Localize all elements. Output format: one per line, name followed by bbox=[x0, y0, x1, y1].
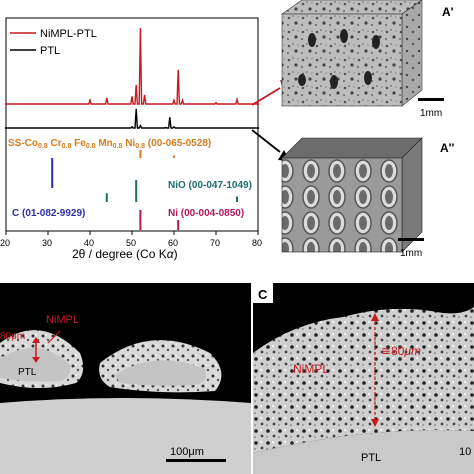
panel-b-thickness: 80μm bbox=[0, 331, 25, 342]
cube-bottom-letter: A'' bbox=[440, 141, 455, 155]
legend-label-ptl: PTL bbox=[40, 45, 60, 57]
x-tick-label: 80 bbox=[252, 238, 262, 248]
xrd-chart: 20 30 40 50 60 70 80 NiMPL-PTL PTL SS-Co0.8 Cr… bbox=[0, 17, 262, 261]
xrd-lines bbox=[4, 27, 260, 129]
x-axis-label: 2θ / degree (Co Kα) bbox=[72, 247, 178, 261]
legend-label-nimpl: NiMPL-PTL bbox=[40, 28, 97, 40]
ref-label-c: C (01-082-9929) bbox=[12, 208, 85, 219]
xrd-series-line bbox=[4, 108, 260, 129]
panel-b-ptl-label: PTL bbox=[18, 367, 37, 378]
cube-nimpl-ptl: A' 1mm bbox=[281, 0, 454, 119]
x-tick-label: 30 bbox=[42, 238, 52, 248]
panel-b-scalebar bbox=[166, 459, 226, 462]
cube-bottom-scalebar bbox=[398, 238, 424, 241]
ref-label-ni: Ni (00-004-0850) bbox=[168, 208, 244, 219]
sem-panel-b: 80μm NiMPL PTL 100μm bbox=[0, 283, 251, 474]
ref-label-ss: SS-Co0.8 Cr0.8 Fe0.8 Mn0.8 Ni0.8 (00-065… bbox=[8, 138, 211, 150]
x-tick-label: 60 bbox=[168, 238, 178, 248]
panel-c-mpl-label: NiMPL bbox=[293, 362, 329, 376]
cube-bottom-scale: 1mm bbox=[400, 248, 422, 259]
ref-label-nio: NiO (00-047-1049) bbox=[168, 180, 252, 191]
x-tick-label: 50 bbox=[126, 238, 136, 248]
cube-ptl: A'' 1mm bbox=[281, 137, 455, 259]
panel-c-thickness: ≅80μm bbox=[381, 344, 421, 358]
x-tick-label: 40 bbox=[84, 238, 94, 248]
panel-b-scale: 100μm bbox=[170, 446, 204, 458]
cube-top-letter: A' bbox=[442, 5, 454, 19]
xrd-series-line bbox=[4, 27, 260, 105]
x-ticks: 20 30 40 50 60 70 80 bbox=[0, 231, 262, 248]
x-tick-label: 20 bbox=[0, 238, 10, 248]
panel-c-scale-partial: 10 bbox=[459, 446, 471, 458]
panel-b-mpl-label: NiMPL bbox=[46, 314, 79, 326]
panel-c-letter: C bbox=[258, 287, 268, 302]
sem-panel-c: C ≅80μm NiMPL PTL 10 bbox=[253, 283, 474, 474]
reference-sticks bbox=[51, 150, 238, 230]
x-tick-label: 70 bbox=[210, 238, 220, 248]
cube-top-scalebar bbox=[418, 98, 444, 101]
panel-c-ptl-label: PTL bbox=[361, 452, 381, 464]
cube-top-scale: 1mm bbox=[420, 108, 442, 119]
